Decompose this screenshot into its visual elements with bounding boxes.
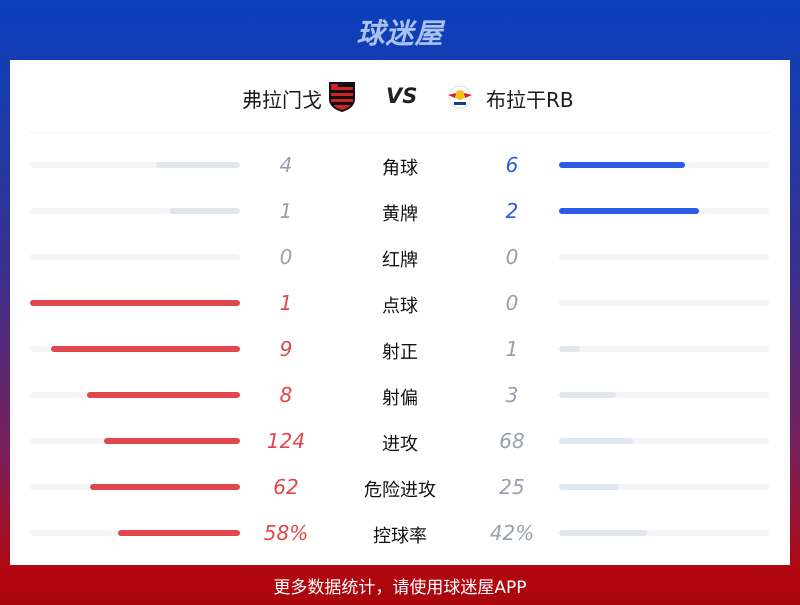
away-bar-fill	[559, 162, 685, 168]
away-bar-track	[559, 484, 769, 490]
away-value: 25	[499, 475, 525, 499]
home-value: 58%	[263, 521, 309, 545]
home-bar-track	[30, 346, 240, 352]
home-bar-track	[30, 484, 240, 490]
home-value: 1	[279, 291, 293, 315]
stat-row: 9 射正 1	[10, 334, 790, 364]
away-bar-fill	[559, 484, 620, 490]
away-bar-track	[559, 530, 769, 536]
home-bar-fill	[87, 392, 240, 398]
stat-row: 124 进攻 68	[10, 426, 790, 456]
stat-label: 射偏	[382, 388, 418, 409]
home-bar-track	[30, 162, 240, 168]
away-bar-fill	[559, 392, 617, 398]
home-value: 62	[273, 475, 299, 499]
away-value: 0	[505, 245, 519, 269]
home-bar-track	[30, 208, 240, 214]
stat-label: 点球	[382, 296, 418, 317]
app-logo: 球迷屋	[356, 17, 444, 50]
stats-card: 弗拉门戈 VS 布拉干RB 4 角球 6 1 黄牌 2 0 红牌 0	[10, 60, 790, 565]
home-bar-fill	[90, 484, 240, 490]
home-bar-fill	[104, 438, 240, 444]
stat-label: 角球	[382, 158, 418, 179]
teams-header: 弗拉门戈 VS 布拉干RB	[10, 60, 790, 132]
away-bar-track	[559, 254, 769, 260]
home-bar-track	[30, 300, 240, 306]
home-team-name: 弗拉门戈	[242, 88, 322, 112]
away-value: 68	[499, 429, 525, 453]
home-bar-track	[30, 254, 240, 260]
away-bar-fill	[559, 438, 634, 444]
home-bar-fill	[118, 530, 240, 536]
away-value: 6	[505, 153, 519, 177]
away-bar-fill	[559, 208, 699, 214]
stat-row: 0 红牌 0	[10, 242, 790, 272]
home-bar-fill	[170, 208, 240, 214]
away-value: 3	[505, 383, 519, 407]
flamengo-crest-icon	[329, 82, 355, 112]
home-bar-track	[30, 438, 240, 444]
away-value: 42%	[489, 521, 535, 545]
stat-label: 控球率	[373, 526, 427, 547]
stat-label: 红牌	[382, 250, 418, 271]
footer-promo: 更多数据统计，请使用球迷屋APP	[273, 578, 527, 598]
stat-row: 8 射偏 3	[10, 380, 790, 410]
home-bar-fill	[156, 162, 240, 168]
away-bar-track	[559, 162, 769, 168]
away-bar-track	[559, 392, 769, 398]
divider	[30, 132, 770, 133]
away-bar-track	[559, 208, 769, 214]
stat-label: 进攻	[382, 434, 418, 455]
home-value: 0	[279, 245, 293, 269]
away-value: 1	[505, 337, 519, 361]
home-value: 9	[279, 337, 293, 361]
home-value: 1	[279, 199, 293, 223]
away-bar-track	[559, 300, 769, 306]
home-value: 8	[279, 383, 293, 407]
away-value: 0	[505, 291, 519, 315]
away-bar-fill	[559, 346, 580, 352]
away-value: 2	[505, 199, 519, 223]
vs-label: VS	[386, 84, 418, 108]
bragantino-crest-icon	[448, 85, 472, 109]
home-bar-fill	[51, 346, 240, 352]
away-bar-fill	[559, 530, 648, 536]
away-bar-track	[559, 346, 769, 352]
stat-label: 危险进攻	[364, 480, 436, 501]
away-team-name: 布拉干RB	[486, 88, 574, 112]
home-bar-track	[30, 530, 240, 536]
stat-row: 4 角球 6	[10, 150, 790, 180]
stat-row: 1 点球 0	[10, 288, 790, 318]
stat-label: 黄牌	[382, 204, 418, 225]
stat-row: 1 黄牌 2	[10, 196, 790, 226]
away-bar-track	[559, 438, 769, 444]
stat-row: 62 危险进攻 25	[10, 472, 790, 502]
home-bar-track	[30, 392, 240, 398]
stat-label: 射正	[382, 342, 418, 363]
stat-row: 58% 控球率 42%	[10, 518, 790, 548]
home-bar-fill	[30, 300, 240, 306]
home-value: 124	[266, 429, 306, 453]
home-value: 4	[279, 153, 293, 177]
